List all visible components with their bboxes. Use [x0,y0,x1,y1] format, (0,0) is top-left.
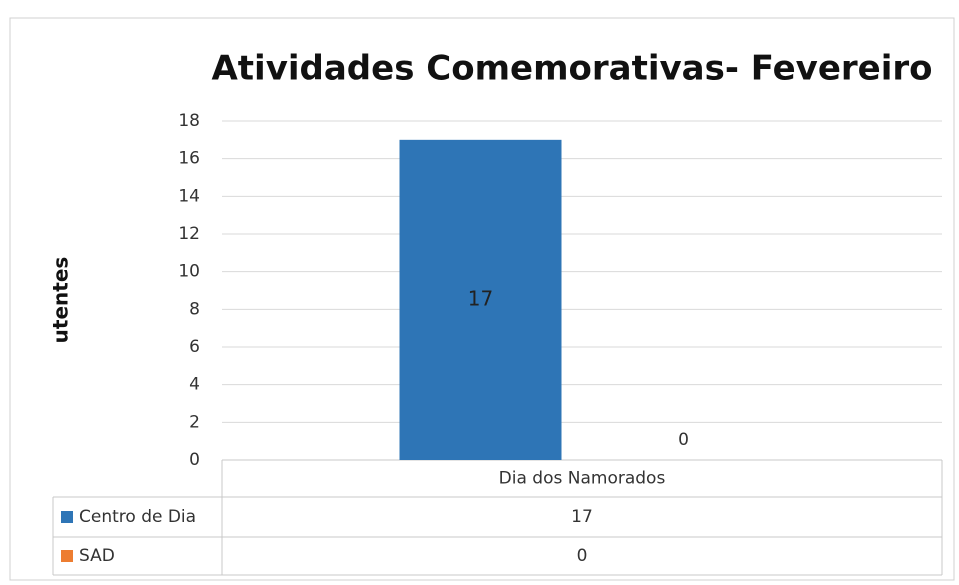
y-tick-label: 14 [178,186,200,206]
legend-key [61,511,73,523]
legend-label: Centro de Dia [79,507,196,527]
y-tick-label: 8 [189,299,200,319]
table-cell: 17 [571,507,593,527]
y-tick-label: 0 [189,450,200,470]
table-cell: 0 [577,546,588,566]
y-tick-label: 18 [178,111,200,131]
data-label: 17 [468,286,493,310]
bar [399,139,562,461]
y-tick-label: 6 [189,337,200,357]
data-label: 0 [678,430,689,450]
legend-label: SAD [79,546,115,566]
y-tick-label: 2 [189,412,200,432]
legend-key [61,550,73,562]
y-tick-label: 16 [178,149,200,169]
y-tick-label: 10 [178,262,200,282]
y-tick-label: 12 [178,224,200,244]
chart-title: Atividades Comemorativas- Fevereiro [211,49,932,89]
table-header: Dia dos Namorados [499,469,666,489]
y-axis-label: utentes [49,257,73,344]
y-tick-label: 4 [189,375,200,395]
